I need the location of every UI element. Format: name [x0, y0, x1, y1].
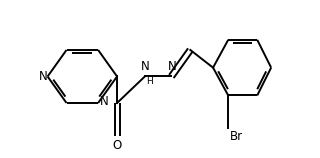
Text: N: N	[100, 95, 108, 108]
Text: N: N	[168, 61, 177, 73]
Text: O: O	[112, 139, 122, 152]
Text: Br: Br	[229, 130, 243, 143]
Text: N: N	[140, 61, 149, 73]
Text: H: H	[146, 77, 153, 86]
Text: N: N	[39, 70, 48, 83]
